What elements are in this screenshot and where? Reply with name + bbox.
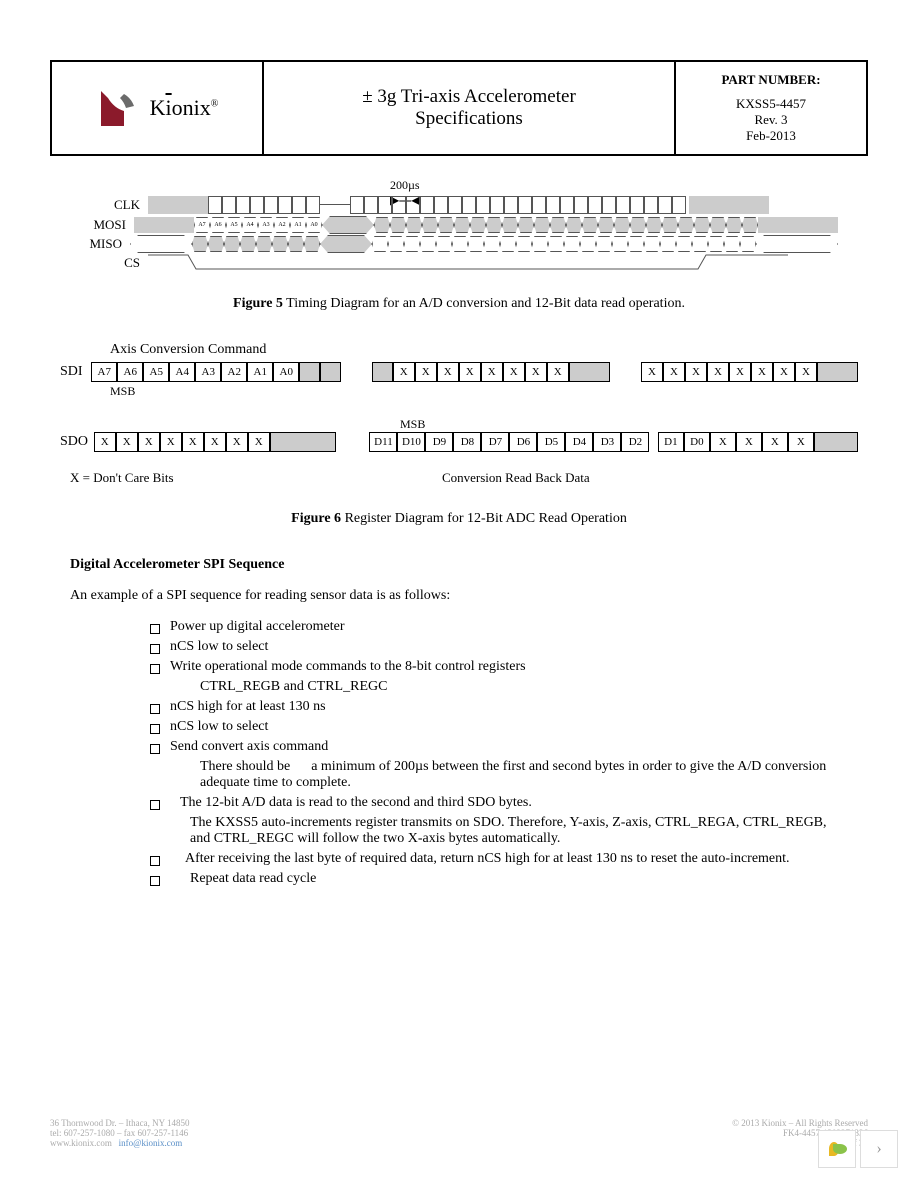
footer-tel: tel: 607-257-1080 – fax 607-257-1146: [50, 1128, 189, 1138]
list-sub: The KXSS5 auto-increments register trans…: [190, 815, 838, 847]
cs-waveform: [148, 255, 838, 271]
mosi-label: MOSI: [80, 217, 126, 233]
figure5-caption: Figure 5 Timing Diagram for an A/D conve…: [50, 296, 868, 312]
list-sub: There should be a minimum of 200µs betwe…: [200, 759, 838, 791]
list-item: Send convert axis command: [150, 739, 838, 755]
title-cell: ± 3g Tri-axis Accelerometer Specificatio…: [264, 62, 676, 154]
logo-text: Kionix®: [150, 95, 219, 121]
list-item: The 12-bit A/D data is read to the secon…: [150, 795, 838, 811]
spi-sequence-title: Digital Accelerometer SPI Sequence: [70, 557, 868, 573]
list-item: nCS low to select: [150, 719, 838, 735]
list-item: After receiving the last byte of require…: [150, 851, 838, 867]
axis-cmd-label: Axis Conversion Command: [110, 342, 858, 358]
cs-label: CS: [80, 255, 140, 271]
page-footer: 36 Thornwood Dr. – Ithaca, NY 14850 tel:…: [50, 1118, 868, 1148]
list-sub: CTRL_REGB and CTRL_REGC: [200, 679, 838, 695]
pn-rev: Rev. 3: [754, 112, 787, 128]
pn-label: PART NUMBER:: [721, 72, 820, 88]
sdo-label: SDO: [60, 434, 94, 450]
list-item: Write operational mode commands to the 8…: [150, 659, 838, 675]
list-item: nCS low to select: [150, 639, 838, 655]
kionix-logo: Kionix®: [96, 86, 219, 131]
msb-label-1: MSB: [110, 384, 858, 399]
chevron-right-icon: ›: [876, 1140, 881, 1158]
footer-copy: © 2013 Kionix – All Rights Reserved: [732, 1118, 868, 1128]
mosi-waveform: A7A6A5A4A3A2A1A0: [134, 217, 838, 233]
pn-value: KXSS5-4457: [736, 96, 806, 112]
clk-label: CLK: [80, 197, 140, 213]
pinwheel-icon[interactable]: [818, 1130, 856, 1168]
footer-email[interactable]: info@kionix.com: [119, 1138, 183, 1148]
figure6-caption: Figure 6 Register Diagram for 12-Bit ADC…: [50, 511, 868, 527]
msb-label-2: MSB: [400, 417, 858, 432]
miso-waveform: [130, 236, 838, 252]
readback-label: Conversion Read Back Data: [174, 470, 858, 486]
list-item: Repeat data read cycle: [150, 871, 838, 887]
pager: ›: [818, 1130, 898, 1168]
logo-mark-icon: [96, 86, 146, 131]
sdi-label: SDI: [60, 364, 91, 380]
list-item: nCS high for at least 130 ns: [150, 699, 838, 715]
part-number-cell: PART NUMBER: KXSS5-4457 Rev. 3 Feb-2013: [676, 62, 866, 154]
clk-waveform: [148, 196, 769, 214]
spi-sequence-list: Power up digital accelerometer nCS low t…: [110, 619, 838, 887]
title-line1: ± 3g Tri-axis Accelerometer: [362, 86, 576, 108]
next-page-button[interactable]: ›: [860, 1130, 898, 1168]
register-diagram: Axis Conversion Command SDI A7A6A5A4A3A2…: [60, 342, 858, 486]
spi-intro: An example of a SPI sequence for reading…: [70, 588, 868, 604]
logo-cell: Kionix®: [52, 62, 264, 154]
miso-label: MISO: [80, 236, 122, 252]
title-line2: Specifications: [415, 108, 523, 130]
list-item: Power up digital accelerometer: [150, 619, 838, 635]
dont-care-note: X = Don't Care Bits: [70, 470, 174, 486]
timing-diagram: 200µs ▶⎯⎯◀ CLK MOSI A7A6A5A4A3A2A1A0: [80, 196, 838, 271]
header-table: Kionix® ± 3g Tri-axis Accelerometer Spec…: [50, 60, 868, 156]
pn-date: Feb-2013: [746, 128, 796, 144]
footer-web: www.kionix.com: [50, 1138, 112, 1148]
footer-addr: 36 Thornwood Dr. – Ithaca, NY 14850: [50, 1118, 189, 1128]
